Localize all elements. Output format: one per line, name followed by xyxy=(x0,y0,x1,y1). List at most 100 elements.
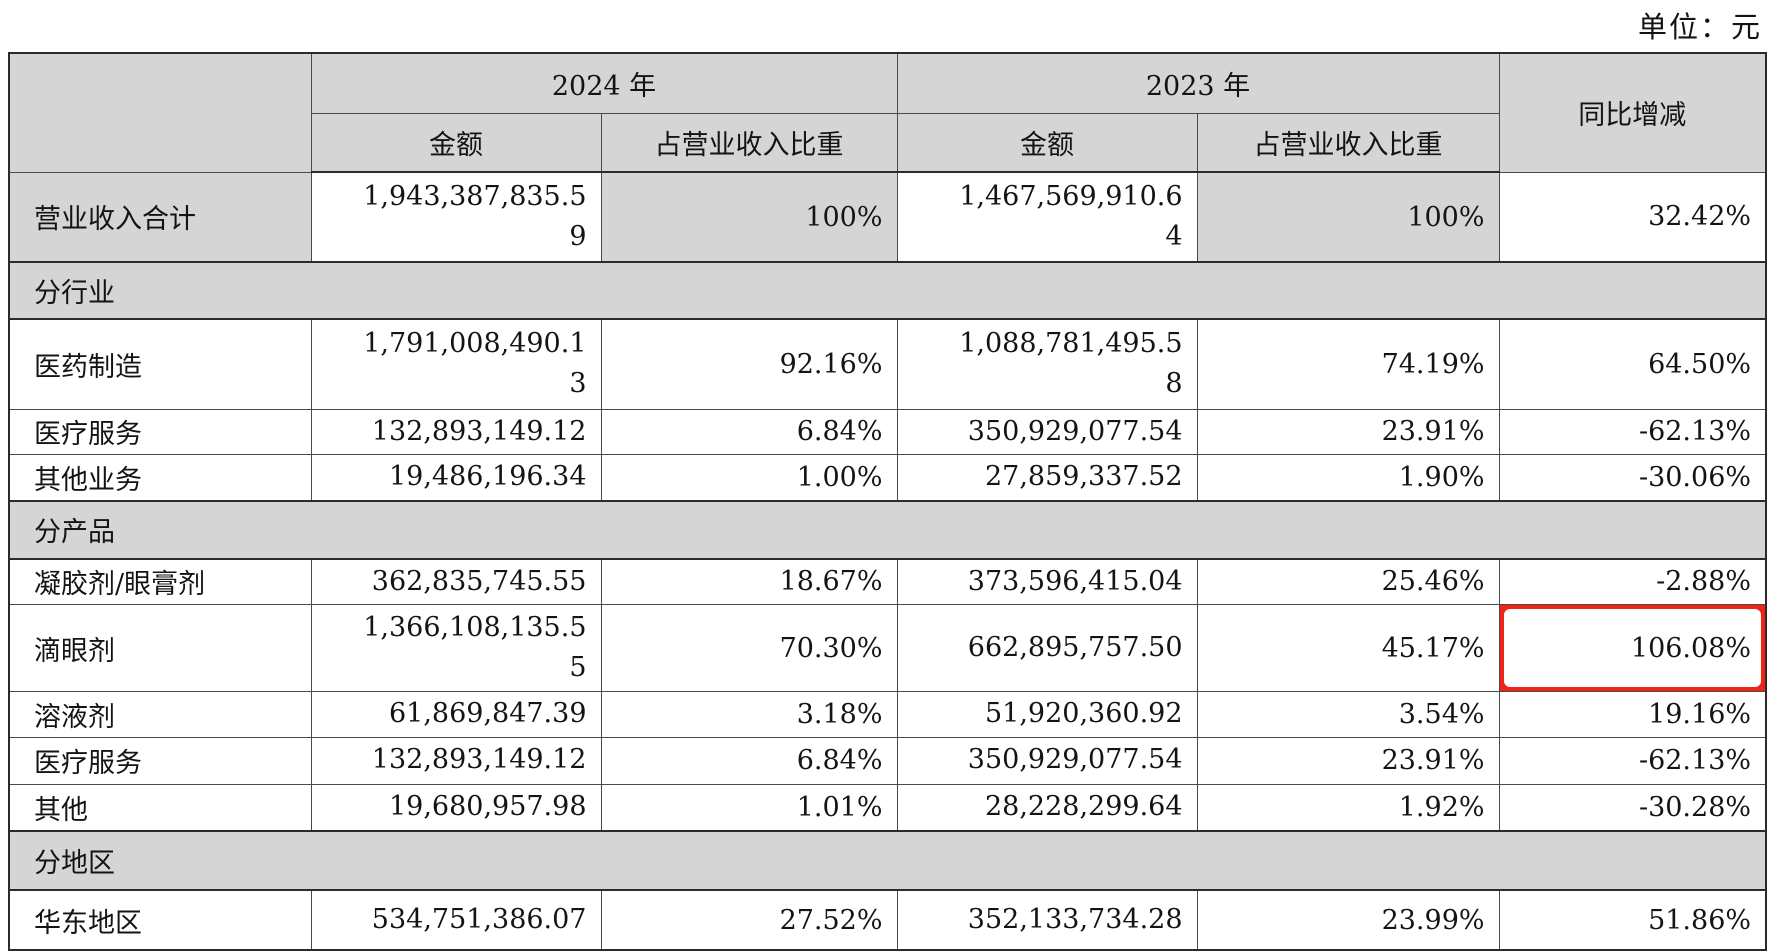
yoy-cell: -30.28% xyxy=(1498,783,1767,832)
section-row-by-industry: 分行业 xyxy=(8,261,1767,320)
amount-value: 27,859,337.52 xyxy=(984,461,1183,492)
row-label: 营业收入合计 xyxy=(8,171,312,263)
amount-value: 373,596,415.04 xyxy=(967,565,1183,597)
yoy-value: 106.08% xyxy=(1630,632,1752,664)
table-row-solution: 溶液剂 61,869,847.39 3.18% 51,920,360.92 3.… xyxy=(8,691,1767,738)
table-row-eye-drops: 滴眼剂 1,366,108,135.55 70.30% 662,895,757.… xyxy=(8,604,1767,692)
corner-blank-cell xyxy=(8,52,312,173)
amount-value: 1,943,387,835.59 xyxy=(363,180,587,253)
amount-value: 352,133,734.28 xyxy=(967,903,1183,935)
table-row-medical-services-industry: 医疗服务 132,893,149.12 6.84% 350,929,077.54… xyxy=(8,408,1767,455)
pct-2023-cell: 100% xyxy=(1196,171,1500,263)
pct-2023-cell: 1.92% xyxy=(1196,783,1500,832)
amount-2023-header: 金额 xyxy=(896,112,1198,173)
pct-2023-cell: 23.91% xyxy=(1196,736,1500,785)
row-label: 医药制造 xyxy=(8,318,312,410)
pct-2023-cell: 45.17% xyxy=(1196,604,1500,692)
unit-label: 单位：元 xyxy=(1637,10,1762,44)
amount-2024-cell: 534,751,386.07 xyxy=(310,889,602,951)
row-label: 华东地区 xyxy=(8,889,312,951)
yoy-cell-highlighted: 106.08% xyxy=(1498,604,1767,692)
pct-2023-cell: 3.54% xyxy=(1196,691,1500,738)
row-label: 溶液剂 xyxy=(8,691,312,738)
amount-value: 28,228,299.64 xyxy=(984,791,1183,822)
amount-value: 534,751,386.07 xyxy=(371,903,587,935)
table-row-region-clipped: 华东地区 534,751,386.07 27.52% 352,133,734.2… xyxy=(8,889,1767,951)
amount-value: 132,893,149.12 xyxy=(371,415,587,447)
amount-2023-cell: 27,859,337.52 xyxy=(896,454,1198,501)
table-header-years: 2024 年 2023 年 同比增减 xyxy=(8,52,1767,173)
table-header-metrics: 金额 占营业收入比重 金额 占营业收入比重 xyxy=(9,112,1766,173)
yoy-cell: 32.42% xyxy=(1498,171,1767,263)
table-row-medical-services-product: 医疗服务 132,893,149.12 6.84% 350,929,077.54… xyxy=(8,736,1767,785)
amount-value: 1,088,781,495.58 xyxy=(959,327,1183,400)
section-label: 分行业 xyxy=(8,261,1767,320)
revenue-breakdown-table: 2024 年 2023 年 同比增减 金额 占营业收入比重 金额 占营业收入比重… xyxy=(8,52,1768,951)
amount-2024-cell: 132,893,149.12 xyxy=(310,736,602,785)
year-2023-header: 2023 年 xyxy=(896,52,1500,114)
pct-2024-cell: 1.00% xyxy=(600,454,898,501)
row-label: 其他 xyxy=(8,783,312,832)
pct-2023-cell: 23.99% xyxy=(1196,889,1500,951)
table-row-other: 其他 19,680,957.98 1.01% 28,228,299.64 1.9… xyxy=(8,783,1767,832)
amount-value: 1,791,008,490.13 xyxy=(363,327,587,400)
amount-2023-cell: 1,467,569,910.64 xyxy=(896,171,1198,263)
pct-2023-cell: 23.91% xyxy=(1196,408,1500,455)
amount-value: 362,835,745.55 xyxy=(371,565,587,597)
row-label: 医疗服务 xyxy=(8,408,312,455)
amount-2023-cell: 51,920,360.92 xyxy=(896,691,1198,738)
amount-2023-cell: 662,895,757.50 xyxy=(896,604,1198,692)
amount-value: 132,893,149.12 xyxy=(371,744,587,776)
amount-2024-cell: 61,869,847.39 xyxy=(310,691,602,738)
year-2024-header: 2024 年 xyxy=(310,52,898,114)
row-label: 其他业务 xyxy=(8,454,312,501)
amount-2023-cell: 1,088,781,495.58 xyxy=(896,318,1198,410)
yoy-cell: -30.06% xyxy=(1498,454,1767,501)
amount-2023-cell: 352,133,734.28 xyxy=(896,889,1198,951)
amount-2023-cell: 28,228,299.64 xyxy=(896,783,1198,832)
pct-2024-cell: 18.67% xyxy=(600,558,898,605)
amount-value: 51,920,360.92 xyxy=(984,698,1183,729)
amount-value: 19,486,196.34 xyxy=(388,461,587,492)
yoy-change-header: 同比增减 xyxy=(1498,52,1767,173)
pct-2023-header: 占营业收入比重 xyxy=(1196,112,1500,173)
table-row-pharma-manufacturing: 医药制造 1,791,008,490.13 92.16% 1,088,781,4… xyxy=(8,318,1767,410)
yoy-cell: 19.16% xyxy=(1498,691,1767,738)
pct-2024-cell: 1.01% xyxy=(600,783,898,832)
row-label: 医疗服务 xyxy=(8,736,312,785)
section-label: 分产品 xyxy=(8,499,1767,560)
pct-2024-cell: 100% xyxy=(600,171,898,263)
pct-2024-cell: 6.84% xyxy=(600,736,898,785)
row-label: 凝胶剂/眼膏剂 xyxy=(8,558,312,605)
table-row-gel-ointment: 凝胶剂/眼膏剂 362,835,745.55 18.67% 373,596,41… xyxy=(8,558,1767,605)
row-label: 滴眼剂 xyxy=(8,604,312,692)
amount-value: 350,929,077.54 xyxy=(967,744,1183,776)
amount-2024-cell: 1,943,387,835.59 xyxy=(310,171,602,263)
section-row-by-region: 分地区 xyxy=(8,830,1767,891)
section-row-by-product: 分产品 xyxy=(8,499,1767,560)
amount-value: 350,929,077.54 xyxy=(967,415,1183,447)
amount-2024-cell: 1,791,008,490.13 xyxy=(310,318,602,410)
pct-2023-cell: 25.46% xyxy=(1196,558,1500,605)
amount-value: 1,467,569,910.64 xyxy=(959,180,1183,253)
pct-2023-cell: 74.19% xyxy=(1196,318,1500,410)
yoy-cell: -2.88% xyxy=(1498,558,1767,605)
amount-2024-cell: 19,486,196.34 xyxy=(310,454,602,501)
pct-2024-header: 占营业收入比重 xyxy=(600,112,898,173)
pct-2023-cell: 1.90% xyxy=(1196,454,1500,501)
amount-value: 19,680,957.98 xyxy=(388,791,587,822)
pct-2024-cell: 70.30% xyxy=(600,604,898,692)
amount-value: 61,869,847.39 xyxy=(388,698,587,729)
amount-2023-cell: 350,929,077.54 xyxy=(896,408,1198,455)
amount-2024-cell: 132,893,149.12 xyxy=(310,408,602,455)
table-row-other-business: 其他业务 19,486,196.34 1.00% 27,859,337.52 1… xyxy=(8,454,1767,501)
pct-2024-cell: 3.18% xyxy=(600,691,898,738)
amount-value: 1,366,108,135.55 xyxy=(363,611,587,684)
pct-2024-cell: 27.52% xyxy=(600,889,898,951)
amount-2023-cell: 373,596,415.04 xyxy=(896,558,1198,605)
yoy-cell: -62.13% xyxy=(1498,736,1767,785)
amount-2024-cell: 1,366,108,135.55 xyxy=(310,604,602,692)
amount-2024-cell: 19,680,957.98 xyxy=(310,783,602,832)
pct-2024-cell: 6.84% xyxy=(600,408,898,455)
amount-2023-cell: 350,929,077.54 xyxy=(896,736,1198,785)
